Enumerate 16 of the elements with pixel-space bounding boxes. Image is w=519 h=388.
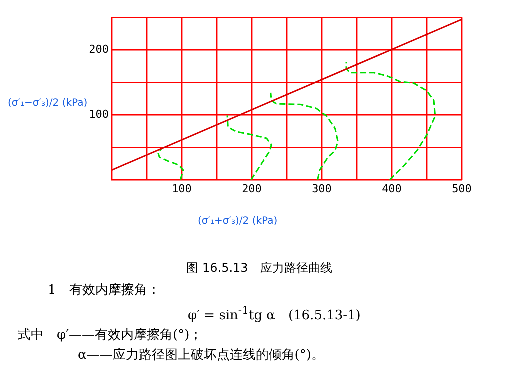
line-series [226, 114, 272, 180]
text: α——应力路径图上破坏点连线的倾角(°)。 [77, 347, 326, 366]
x-axis-title: (σ′₁+σ′₃)/2 (kPa) [198, 216, 278, 227]
x-tick-label: 300 [312, 182, 332, 196]
x-tick-label: 200 [242, 182, 262, 196]
text: φ′ = sin$^{-1}$tg α (16.5.13-1) [187, 303, 362, 326]
line-series [157, 148, 184, 180]
y-axis-title: (σ′₁−σ′₃)/2 (kPa) [8, 98, 88, 109]
line-series [270, 92, 339, 180]
line-series [346, 62, 436, 180]
text: 式中 φ′——有效内摩擦角(°)； [17, 327, 204, 346]
x-tick-label: 100 [172, 182, 192, 196]
x-tick-label: 400 [382, 182, 402, 196]
text: 图 16.5.13 应力路径曲线 [186, 260, 334, 277]
text: 1 有效内摩擦角： [47, 282, 162, 300]
x-tick-label: 500 [452, 182, 472, 196]
